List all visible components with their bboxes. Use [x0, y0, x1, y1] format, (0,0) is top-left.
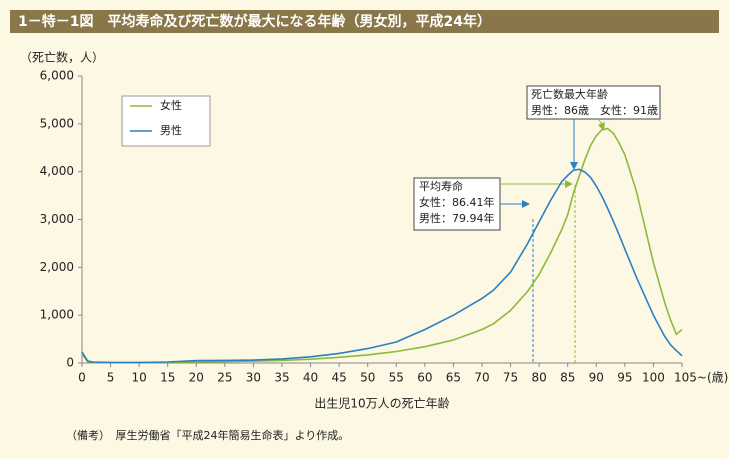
y-tick-label: 0	[66, 356, 74, 370]
annotation-box	[526, 85, 661, 120]
x-tick-label: 25	[217, 371, 232, 385]
annotation-arrow	[597, 118, 603, 125]
y-tick-label: 4,000	[40, 164, 74, 178]
x-tick-label: 80	[532, 371, 547, 385]
title-band	[10, 10, 719, 33]
series-line	[81, 168, 683, 364]
x-tick-label: 0	[78, 371, 86, 385]
annotation-text: 男性：86歳 女性：91歳	[531, 103, 658, 117]
x-tick-label: 100	[642, 371, 665, 385]
x-tick-label: 75	[503, 371, 518, 385]
x-tick-label: 60	[417, 371, 432, 385]
arrow-head	[522, 200, 530, 208]
x-tick-label: 90	[589, 371, 604, 385]
x-tick-label: 35	[274, 371, 289, 385]
x-tick-label: 15	[160, 371, 175, 385]
x-tick-label: 45	[332, 371, 347, 385]
y-tick-label: 3,000	[40, 212, 74, 226]
legend-box	[121, 95, 211, 147]
x-tick-label: 65	[446, 371, 461, 385]
annotation-text: 死亡数最大年齢	[531, 87, 608, 101]
arrow-head	[570, 162, 578, 170]
y-tick-label: 1,000	[40, 308, 74, 322]
x-tick-label: 5	[107, 371, 115, 385]
x-tick-label: 70	[474, 371, 489, 385]
x-tick-label: 10	[132, 371, 147, 385]
y-tick-label: 5,000	[40, 116, 74, 130]
x-tick-label: 95	[617, 371, 632, 385]
x-tick-label: 50	[360, 371, 375, 385]
x-tick-label: 40	[303, 371, 318, 385]
x-tick-label: 105~(歳)	[674, 371, 728, 385]
x-tick-label: 55	[389, 371, 404, 385]
y-tick-label: 2,000	[40, 260, 74, 274]
y-tick-label: 6,000	[40, 69, 74, 83]
chart-title: 1－特－1図 平均寿命及び死亡数が最大になる年齢（男女別，平成24年）	[18, 13, 491, 30]
annotation-text: 男性：79.94年	[419, 211, 495, 225]
x-tick-label: 85	[560, 371, 575, 385]
x-axis-label: 出生児10万人の死亡年齢	[314, 396, 449, 411]
annotation-text: 平均寿命	[419, 179, 463, 193]
x-tick-label: 20	[189, 371, 204, 385]
annotation-text: 女性：86.41年	[419, 195, 495, 209]
x-tick-label: 30	[246, 371, 261, 385]
series-line	[81, 127, 683, 364]
y-axis-label: （死亡数，人）	[20, 50, 104, 65]
legend-label: 男性	[160, 123, 182, 137]
source-note: （備考） 厚生労働省「平成24年簡易生命表」より作成。	[66, 428, 349, 442]
arrow-head	[565, 180, 573, 188]
legend-label: 女性	[160, 98, 182, 112]
